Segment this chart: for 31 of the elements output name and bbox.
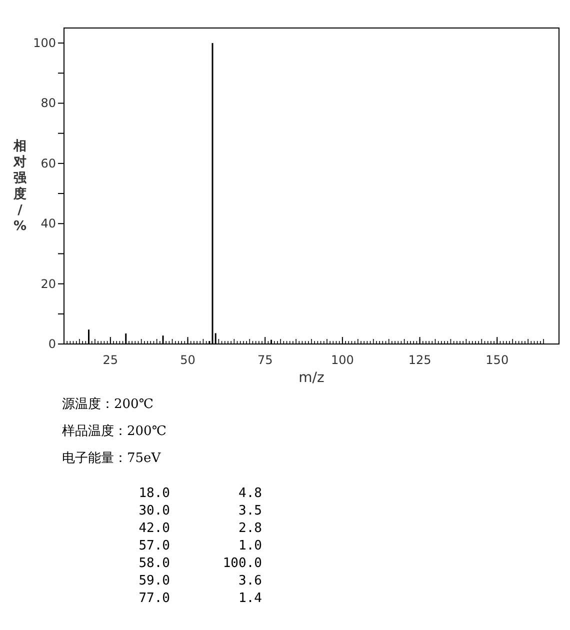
y-tick-label: 80 xyxy=(40,96,56,110)
y-tick-label: 40 xyxy=(40,216,56,231)
text: 样品温度：200℃ xyxy=(62,423,166,439)
text: 1.0 xyxy=(238,538,262,554)
x-tick-label: 50 xyxy=(180,353,196,367)
x-tick-label: 100 xyxy=(330,353,354,367)
text: 2.8 xyxy=(238,521,262,536)
x-axis-title: m/z xyxy=(298,370,324,386)
y-tick-label: 60 xyxy=(40,156,56,170)
y-tick-label: 20 xyxy=(40,276,56,291)
y-tick-label: 100 xyxy=(33,36,56,50)
text: 1.4 xyxy=(238,591,262,606)
text: 18.0 xyxy=(138,486,170,501)
text: 4.8 xyxy=(238,486,262,501)
text: 源温度：200℃ xyxy=(62,396,154,412)
x-tick-label: 75 xyxy=(257,353,273,367)
text: 100.0 xyxy=(222,556,262,571)
text: 3.5 xyxy=(238,504,262,518)
text: 3.6 xyxy=(238,574,262,588)
text: 58.0 xyxy=(138,556,170,571)
text: 30.0 xyxy=(138,504,170,518)
text: 42.0 xyxy=(138,521,170,536)
x-tick-label: 150 xyxy=(486,353,509,367)
text: 电子能量：75eV xyxy=(62,451,162,466)
text: 57.0 xyxy=(138,538,170,554)
y-axis-title: 相对强度/% xyxy=(12,139,28,234)
text: 59.0 xyxy=(138,574,170,588)
x-tick-label: 125 xyxy=(408,353,432,367)
text: 77.0 xyxy=(138,591,170,606)
y-tick-label: 0 xyxy=(48,337,56,351)
x-tick-label: 25 xyxy=(102,353,118,367)
